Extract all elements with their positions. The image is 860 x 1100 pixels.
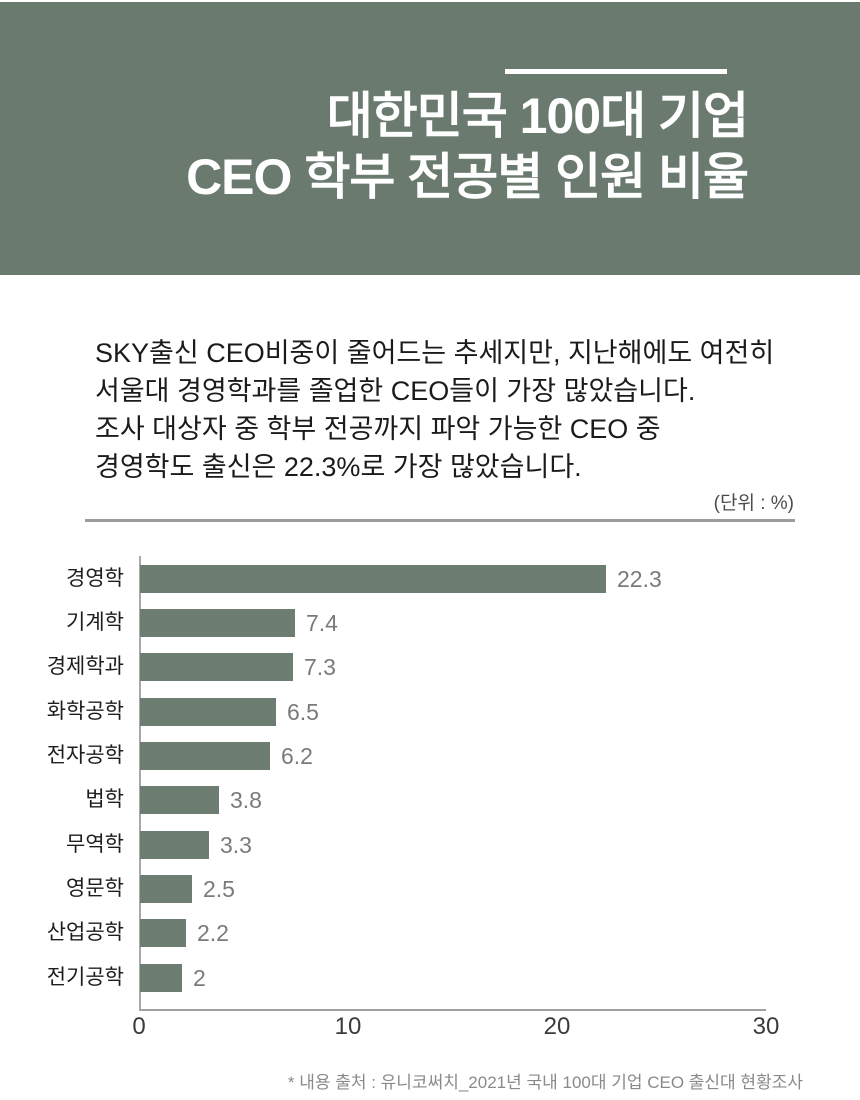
x-tick-label: 30: [752, 1013, 780, 1040]
chart-row: 기계학 7.4: [0, 609, 860, 637]
header-banner: 대한민국 100대 기업 CEO 학부 전공별 인원 비율: [0, 2, 860, 275]
value-label: 3.3: [220, 832, 252, 858]
x-tick-label: 0: [132, 1013, 146, 1040]
x-tick-label: 10: [334, 1013, 362, 1040]
category-label: 경영학: [66, 567, 124, 590]
chart-row: 영문학 2.5: [0, 875, 860, 903]
bar: [140, 742, 270, 770]
chart-row: 법학 3.8: [0, 786, 860, 814]
page-title: 대한민국 100대 기업 CEO 학부 전공별 인원 비율: [186, 86, 749, 208]
chart-row: 화학공학 6.5: [0, 698, 860, 726]
category-label: 전기공학: [46, 966, 124, 989]
bar: [140, 919, 186, 947]
bar: [140, 653, 293, 681]
chart-row: 경영학 22.3: [0, 565, 860, 593]
category-label: 기계학: [66, 611, 124, 634]
intro-line: 조사 대상자 중 학부 전공까지 파악 가능한 CEO 중: [95, 414, 661, 444]
bar: [140, 609, 295, 637]
divider-line: [85, 519, 795, 522]
bar: [140, 875, 192, 903]
category-label: 산업공학: [46, 921, 124, 944]
value-label: 3.8: [230, 787, 262, 813]
value-label: 2.5: [203, 876, 235, 902]
category-label: 법학: [85, 788, 124, 811]
title-accent-line: [505, 69, 727, 74]
page-title-line-1: 대한민국 100대 기업: [326, 88, 749, 144]
category-label: 영문학: [66, 877, 124, 900]
intro-text: SKY출신 CEO비중이 줄어드는 추세지만, 지난해에도 여전히 서울대 경영…: [95, 334, 774, 486]
chart-row: 산업공학 2.2: [0, 919, 860, 947]
category-label: 경제학과: [46, 655, 124, 678]
page-title-line-2: CEO 학부 전공별 인원 비율: [186, 149, 749, 205]
y-axis-line: [139, 556, 141, 1010]
chart-row: 전자공학 6.2: [0, 742, 860, 770]
chart-row: 경제학과 7.3: [0, 653, 860, 681]
intro-line: SKY출신 CEO비중이 줄어드는 추세지만, 지난해에도 여전히: [95, 338, 775, 368]
bar: [140, 831, 209, 859]
value-label: 2: [193, 965, 206, 991]
category-label: 무역학: [66, 833, 124, 856]
intro-line: 서울대 경영학과를 졸업한 CEO들이 가장 많았습니다.: [95, 376, 696, 406]
value-label: 6.5: [287, 699, 319, 725]
source-footnote: * 내용 출처 : 유니코써치_2021년 국내 100대 기업 CEO 출신대…: [287, 1073, 803, 1092]
x-tick-label: 20: [543, 1013, 571, 1040]
intro-line: 경영학도 출신은 22.3%로 가장 많았습니다.: [95, 452, 582, 482]
bar: [140, 698, 276, 726]
category-label: 화학공학: [46, 700, 124, 723]
bar: [140, 786, 219, 814]
chart-row: 전기공학 2: [0, 964, 860, 992]
x-axis-line: [139, 1009, 766, 1011]
value-label: 22.3: [617, 566, 662, 592]
category-label: 전자공학: [46, 744, 124, 767]
unit-label: (단위 : %): [713, 493, 794, 514]
chart-row: 무역학 3.3: [0, 831, 860, 859]
bar: [140, 565, 606, 593]
value-label: 6.2: [281, 743, 313, 769]
value-label: 2.2: [197, 920, 229, 946]
value-label: 7.3: [304, 654, 336, 680]
bar: [140, 964, 182, 992]
value-label: 7.4: [306, 610, 338, 636]
